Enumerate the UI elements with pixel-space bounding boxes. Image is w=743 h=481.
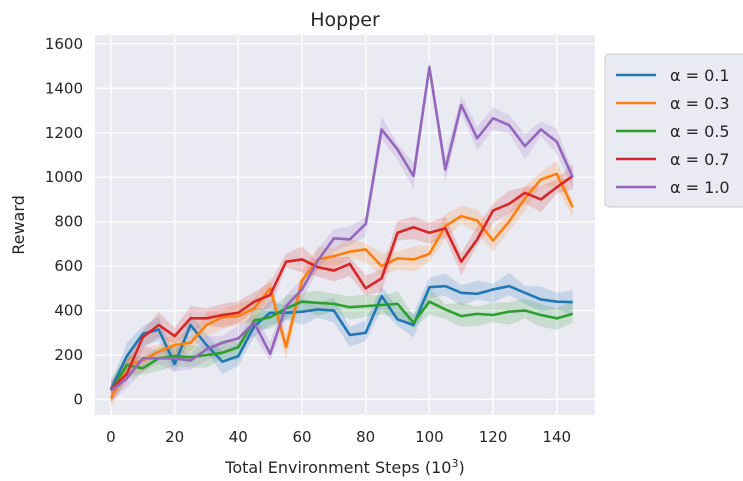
y-tick-label: 200 (54, 346, 83, 364)
x-tick-label: 80 (356, 428, 375, 446)
series-line (110, 175, 574, 391)
x-tick-label: 140 (542, 428, 571, 446)
legend-box (604, 53, 743, 208)
x-axis-label-suffix: ) (458, 458, 464, 477)
x-axis-label-exponent: 3 (451, 457, 458, 470)
legend-item: α = 0.3 (616, 94, 730, 113)
x-tick-label: 60 (292, 428, 311, 446)
series-line (110, 65, 574, 392)
series-band (110, 160, 573, 408)
legend-item: α = 1.0 (616, 178, 730, 197)
y-axis-label: Reward (9, 195, 28, 255)
x-tick-label: 120 (479, 428, 508, 446)
x-tick-labels: 0 20 40 60 80 100 120 140 (106, 428, 571, 446)
legend-label: α = 0.3 (670, 94, 730, 113)
legend-items: α = 0.1 α = 0.3 α = 0.5 α = 0.7 α = 1.0 (616, 66, 730, 197)
y-tick-labels: 0 200 400 600 800 1000 1200 1400 1600 (45, 35, 83, 409)
x-tick-label: 40 (229, 428, 248, 446)
legend-item: α = 0.1 (616, 66, 730, 85)
y-tick-label: 1000 (45, 168, 83, 186)
series-band (110, 163, 573, 403)
x-axis-label: Total Environment Steps (103) (224, 457, 464, 478)
series-band (110, 59, 573, 402)
x-tick-label: 20 (165, 428, 184, 446)
x-tick-label: 0 (106, 428, 116, 446)
y-tick-label: 600 (54, 257, 83, 275)
legend-label: α = 0.5 (670, 122, 730, 141)
y-tick-label: 400 (54, 302, 83, 320)
legend-item: α = 0.5 (616, 122, 730, 141)
legend-label: α = 1.0 (670, 178, 730, 197)
confidence-bands (110, 59, 573, 408)
y-tick-label: 800 (54, 213, 83, 231)
series-line (109, 300, 574, 392)
series-line (109, 284, 573, 391)
legend-item: α = 0.7 (616, 150, 730, 169)
legend: α = 0.1 α = 0.3 α = 0.5 α = 0.7 α = 1.0 (604, 53, 743, 208)
x-tick-label: 100 (415, 428, 444, 446)
series-line (109, 172, 574, 399)
y-tick-label: 1200 (45, 124, 83, 142)
y-tick-label: 0 (73, 390, 83, 408)
y-tick-label: 1600 (45, 35, 83, 53)
series-band (110, 288, 573, 400)
y-tick-label: 1400 (45, 79, 83, 97)
legend-label: α = 0.1 (670, 66, 730, 85)
series-band (110, 272, 573, 403)
chart-title: Hopper (310, 9, 380, 31)
series-lines (109, 65, 574, 399)
legend-label: α = 0.7 (670, 150, 730, 169)
x-axis-label-text: Total Environment Steps (10 (224, 458, 451, 477)
